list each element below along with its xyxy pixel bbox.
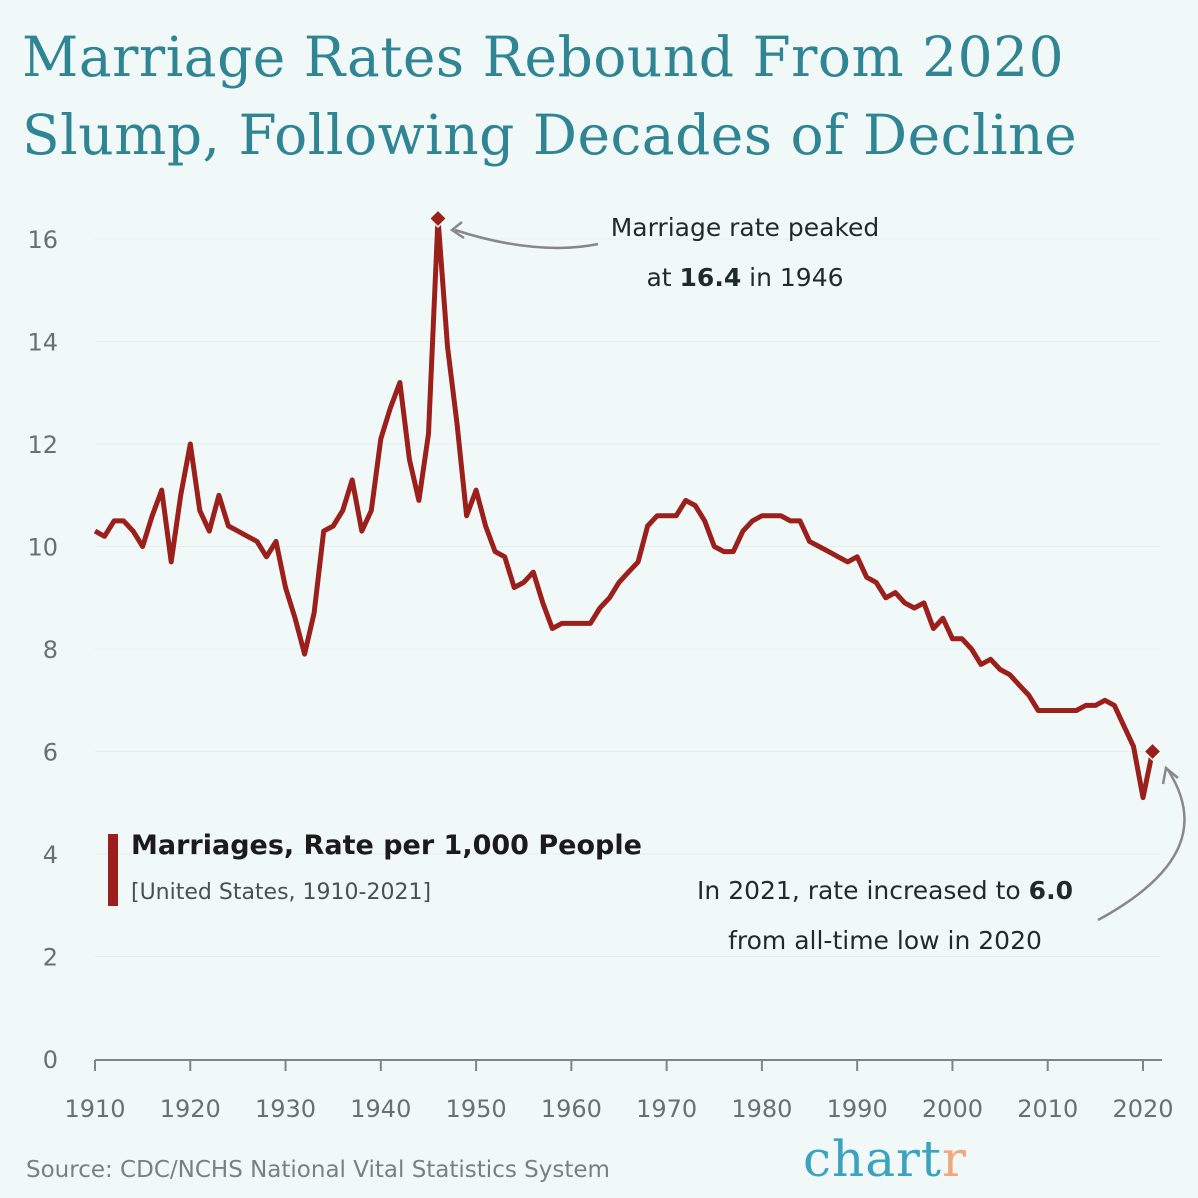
legend-title: Marriages, Rate per 1,000 People: [131, 830, 642, 861]
y-axis: 0 2 4 6 8 10 12 14 16: [27, 226, 58, 1074]
x-tick-label: 1980: [731, 1095, 792, 1123]
legend-swatch: [108, 834, 118, 906]
x-tick-label: 1920: [160, 1095, 221, 1123]
series-line: [93, 216, 1155, 801]
x-tick-label: 1940: [350, 1095, 411, 1123]
y-tick-label: 16: [27, 226, 58, 254]
peak-arrow-head: [449, 221, 465, 240]
x-tick-label: 2020: [1112, 1095, 1173, 1123]
peak-annotation-line1: Marriage rate peaked: [611, 213, 880, 242]
x-tick-label: 1950: [446, 1095, 507, 1123]
recent-arrow-head: [1161, 765, 1179, 785]
highlight-marker-2021: [1142, 741, 1163, 762]
recent-arrow: [1097, 769, 1186, 922]
y-tick-label: 6: [43, 739, 58, 767]
recent-annotation-line1: In 2021, rate increased to 6.0: [697, 876, 1073, 905]
peak-annotation-line2: at 16.4 in 1946: [646, 263, 843, 292]
x-tick-label: 1990: [827, 1095, 888, 1123]
y-tick-label: 14: [27, 329, 58, 357]
highlight-marker-1946: [428, 208, 448, 229]
y-tick-label: 2: [43, 944, 58, 972]
y-tick-label: 8: [43, 636, 58, 664]
x-tick-label: 2000: [922, 1095, 983, 1123]
x-tick-label: 1970: [636, 1095, 697, 1123]
y-tick-label: 10: [27, 534, 58, 562]
x-tick-label: 1930: [255, 1095, 316, 1123]
chart-title: Marriage Rates Rebound From 2020 Slump, …: [22, 25, 1078, 167]
y-tick-label: 4: [43, 841, 58, 869]
chartr-logo: chartr: [803, 1130, 967, 1188]
x-tick-label: 1960: [541, 1095, 602, 1123]
recent-annotation-line2: from all-time low in 2020: [728, 926, 1042, 955]
y-tick-label: 0: [43, 1046, 58, 1074]
source-note: Source: CDC/NCHS National Vital Statisti…: [26, 1157, 610, 1183]
peak-arrow: [454, 228, 599, 250]
y-tick-label: 12: [27, 431, 58, 459]
x-tick-label: 2010: [1017, 1095, 1078, 1123]
x-tick-label: 1910: [64, 1095, 125, 1123]
x-axis: 1910 1920 1930 1940 1950 1960 1970 1980 1990 2000…: [64, 1060, 1174, 1123]
legend-subtitle: [United States, 1910-2021]: [131, 880, 432, 905]
